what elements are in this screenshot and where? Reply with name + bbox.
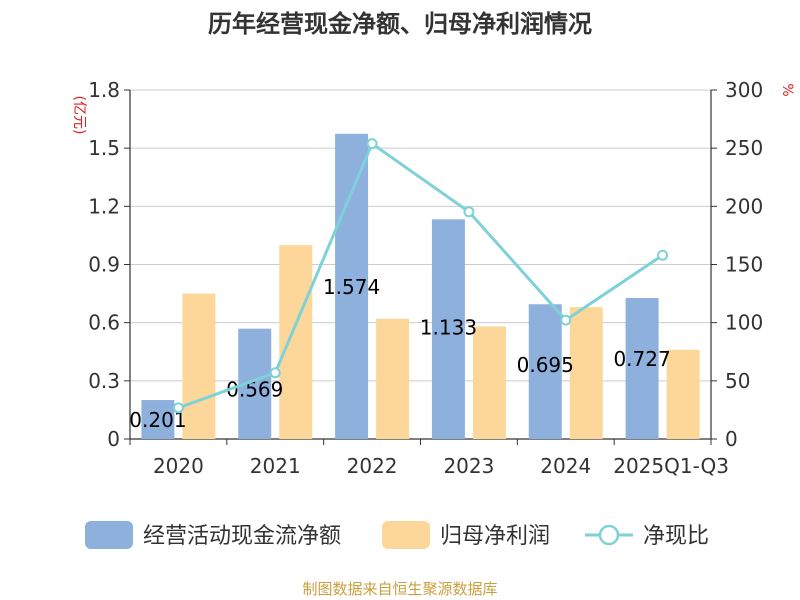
line-cash-ratio bbox=[177, 141, 664, 410]
right-axis-tick-label: 50 bbox=[725, 369, 750, 393]
x-axis-tick-label: 2025Q1-Q3 bbox=[613, 454, 729, 478]
legend-swatch bbox=[382, 521, 430, 549]
line-point bbox=[269, 367, 281, 379]
legend-marker bbox=[598, 524, 620, 546]
bar-net-profit bbox=[376, 318, 410, 439]
left-axis-tick-label: 0 bbox=[107, 427, 120, 451]
bar-net-profit bbox=[472, 326, 506, 439]
legend-swatch bbox=[85, 521, 133, 549]
bar-net-profit bbox=[279, 245, 313, 439]
bar-net-profit bbox=[666, 349, 700, 439]
line-point bbox=[172, 402, 184, 414]
bar-operating-cash-flow bbox=[335, 133, 369, 439]
right-axis-tick-label: 200 bbox=[725, 194, 763, 218]
line-point bbox=[463, 206, 475, 218]
bar-data-label: 1.133 bbox=[420, 315, 477, 339]
right-axis-tick-label: 300 bbox=[725, 78, 763, 102]
line-point bbox=[366, 138, 378, 150]
left-axis-tick-label: 1.8 bbox=[88, 78, 120, 102]
left-axis-tick-label: 1.5 bbox=[88, 136, 120, 160]
left-axis-unit: (亿元) bbox=[71, 96, 87, 135]
left-axis-tick-label: 0.6 bbox=[88, 311, 120, 335]
bar-data-label: 0.695 bbox=[517, 353, 574, 377]
bar-operating-cash-flow bbox=[625, 298, 659, 439]
bar-data-label: 0.727 bbox=[613, 347, 670, 371]
left-axis-tick-label: 0.9 bbox=[88, 253, 120, 277]
line-point bbox=[560, 314, 572, 326]
x-axis-tick-label: 2023 bbox=[443, 454, 494, 478]
right-axis-tick-label: 150 bbox=[725, 253, 763, 277]
right-axis-tick-label: 0 bbox=[725, 427, 738, 451]
bar-net-profit bbox=[569, 307, 603, 439]
legend-label: 归母净利润 bbox=[440, 524, 550, 549]
left-axis-tick-label: 0.3 bbox=[88, 369, 120, 393]
legend-label: 净现比 bbox=[643, 524, 709, 549]
left-axis-tick-label: 1.2 bbox=[88, 194, 120, 218]
right-axis-tick-label: 250 bbox=[725, 136, 763, 160]
bar-operating-cash-flow bbox=[431, 219, 465, 439]
bar-operating-cash-flow bbox=[528, 304, 562, 439]
source-note: 制图数据来自恒生聚源数据库 bbox=[302, 580, 498, 598]
x-axis-tick-label: 2020 bbox=[153, 454, 204, 478]
line-point bbox=[657, 249, 669, 261]
bar-net-profit bbox=[182, 293, 216, 439]
x-axis-tick-label: 2021 bbox=[250, 454, 301, 478]
legend-label: 经营活动现金流净额 bbox=[143, 524, 341, 549]
right-axis-tick-label: 100 bbox=[725, 311, 763, 335]
x-axis-tick-label: 2022 bbox=[347, 454, 398, 478]
bar-operating-cash-flow bbox=[141, 400, 175, 439]
x-axis-tick-label: 2024 bbox=[540, 454, 591, 478]
right-axis-unit: % bbox=[779, 83, 795, 96]
chart-title: 历年经营现金净额、归母净利润情况 bbox=[208, 10, 592, 38]
bar-data-label: 1.574 bbox=[323, 275, 380, 299]
